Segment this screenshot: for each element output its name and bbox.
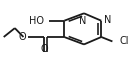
Text: N: N <box>104 15 111 25</box>
Text: O: O <box>18 32 26 42</box>
Text: O: O <box>41 44 48 54</box>
Text: Cl: Cl <box>120 36 129 46</box>
Text: N: N <box>79 16 86 26</box>
Text: HO: HO <box>30 16 44 26</box>
